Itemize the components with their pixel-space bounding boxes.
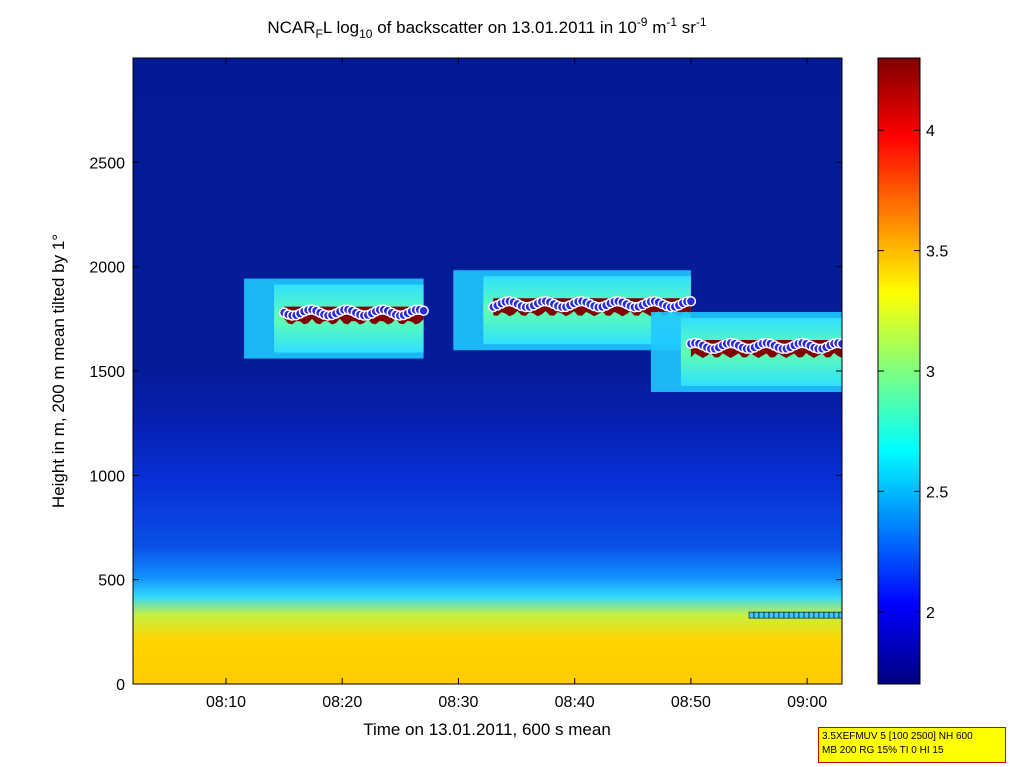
info-line-1: 3.5XEFMUV 5 [100 2500] NH 600 [822,731,973,742]
boundary-layer-marker [773,611,780,619]
boundary-layer-marker [803,611,810,619]
y-axis: 0 500 1000 1500 2000 2500 [89,155,842,694]
boundary-layer-marker [828,611,835,619]
boundary-layer-marker [748,611,755,619]
y-tick-label: 500 [98,573,125,590]
title-part: -1 [666,15,677,29]
chart-title: NCARFL log10 of backscatter on 13.01.201… [267,15,707,41]
x-tick-label: 08:20 [322,694,362,711]
colorbar-tick-label: 2.5 [926,484,948,501]
boundary-layer-marker [768,611,775,619]
boundary-layer-marker [753,611,760,619]
colorbar-tick-label: 3 [926,364,935,381]
boundary-layer-marker [793,611,800,619]
boundary-layer-marker [788,611,795,619]
title-part: m [647,18,666,37]
boundary-layer-marker [808,611,815,619]
title-part: F [316,27,323,41]
title-part: sr [677,18,696,37]
title-part: NCAR [267,18,315,37]
colorbar-tick-label: 4 [926,123,935,140]
x-tick-label: 08:10 [206,694,246,711]
heatmap-area [133,58,842,684]
colorbar-ticks: 2 2.5 3 3.5 4 [878,123,948,622]
boundary-layer-marker [833,611,840,619]
title-part: L log [323,18,359,37]
boundary-layer-marker [763,611,770,619]
y-axis-label: Height in m, 200 m mean tilted by 1° [49,234,68,508]
info-box: 3.5XEFMUV 5 [100 2500] NH 600 MB 200 RG … [818,727,1006,763]
boundary-layer-marker [818,611,825,619]
x-axis-label: Time on 13.01.2011, 600 s mean [363,720,611,739]
x-tick-label: 08:50 [671,694,711,711]
cloud-base-marker [836,338,842,350]
x-tick-label: 08:40 [555,694,595,711]
title-part: -1 [696,15,707,29]
info-line-2: MB 200 RG 15% TI 0 HI 15 [822,745,944,756]
cloud-marker-group [278,295,842,619]
y-tick-label: 1500 [89,364,125,381]
title-part: 10 [359,27,373,41]
y-tick-label: 1000 [89,468,125,485]
y-tick-label: 2500 [89,155,125,172]
colorbar [877,57,921,685]
cloud-base-marker [685,296,697,307]
boundary-layer-marker [813,611,820,619]
boundary-layer-marker [758,611,765,619]
boundary-layer-marker [778,611,785,619]
title-part: -9 [637,15,648,29]
boundary-layer-marker [783,611,790,619]
title-part: of backscatter on 13.01.2011 in 10 [372,18,636,37]
y-tick-label: 0 [116,677,125,694]
boundary-layer-marker [823,611,830,619]
x-tick-label: 08:30 [438,694,478,711]
colorbar-tick-label: 3.5 [926,244,948,261]
boundary-layer-marker [798,611,805,619]
cloud-base-marker [418,305,429,317]
x-tick-label: 09:00 [787,694,827,711]
y-tick-label: 2000 [89,260,125,277]
x-axis: 08:10 08:20 08:30 08:40 08:50 09:00 [206,58,827,711]
colorbar-tick-label: 2 [926,605,935,622]
